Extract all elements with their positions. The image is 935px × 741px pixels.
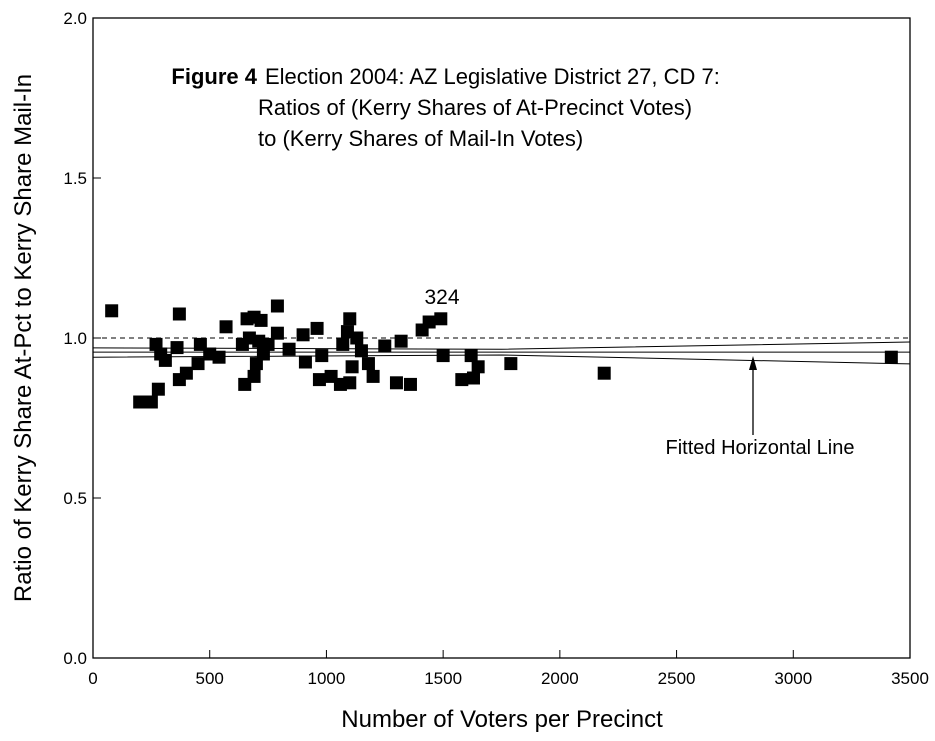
point [179,366,193,380]
fit-line [92,341,911,350]
point [298,355,312,369]
point [350,331,364,345]
x-tick-label: 0 [88,669,97,688]
y-tick-label: 2.0 [63,9,87,28]
point [144,395,158,409]
x-tick-label: 3000 [774,669,812,688]
x-tick-label: 1000 [308,669,346,688]
point [436,349,450,363]
y-tick-label: 0.0 [63,649,87,668]
point [170,341,184,355]
point [471,360,485,374]
fit-line [92,354,911,365]
point [270,326,284,340]
point [296,328,310,342]
point [105,304,119,318]
point [172,307,186,321]
point [343,312,357,326]
chart-title: Election 2004: AZ Legislative District 2… [265,64,720,89]
point [354,344,368,358]
point [270,299,284,313]
chart-title: Ratios of (Kerry Shares of At-Precinct V… [258,95,692,120]
point [464,349,478,363]
point [394,334,408,348]
point [345,360,359,374]
point [455,373,469,387]
point [158,353,172,367]
annotation: Fitted Horizontal Line [666,437,855,459]
point [310,321,324,335]
point [254,313,268,327]
point [466,371,480,385]
x-tick-label: 3500 [891,669,929,688]
point [366,369,380,383]
point [389,376,403,390]
y-tick-label: 0.5 [63,489,87,508]
y-tick-label: 1.0 [63,329,87,348]
point [597,366,611,380]
point [361,357,375,371]
point [403,377,417,391]
y-tick-label: 1.5 [63,169,87,188]
point [422,315,436,329]
annotation: 324 [424,286,459,309]
point [336,337,350,351]
point [315,349,329,363]
y-axis-label: Ratio of Kerry Share At-Pct to Kerry Sha… [10,74,37,602]
x-axis-label: Number of Voters per Precinct [341,706,663,733]
x-tick-label: 1500 [424,669,462,688]
point [133,395,147,409]
point [219,320,233,334]
x-tick-label: 2000 [541,669,579,688]
point [504,357,518,371]
point [312,373,326,387]
point [343,376,357,390]
point [212,350,226,364]
point [282,342,296,356]
point [191,357,205,371]
arrow-head [749,356,757,370]
point [434,312,448,326]
point [151,382,165,396]
point [261,337,275,351]
point [378,339,392,353]
x-tick-label: 500 [196,669,224,688]
chart-title: to (Kerry Shares of Mail-In Votes) [258,126,583,151]
figure-label: Figure 4 [171,64,257,89]
point [884,350,898,364]
point [247,369,261,383]
x-tick-label: 2500 [658,669,696,688]
